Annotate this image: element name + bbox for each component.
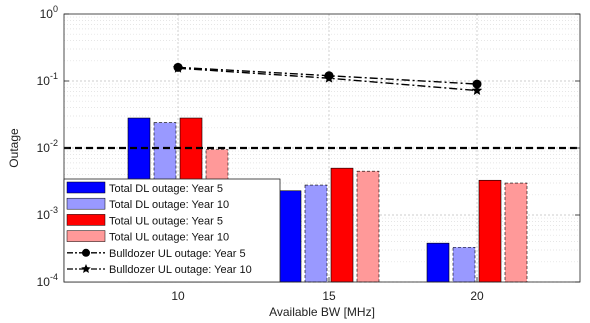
legend-swatch-3 — [66, 214, 106, 226]
bulldozer-lines — [172, 62, 483, 96]
bar-1-20 — [426, 242, 450, 283]
bar-4-20 — [504, 182, 528, 283]
bar-2-15 — [304, 184, 328, 283]
bar-2-20 — [452, 246, 476, 283]
y-tick-label: 100 — [40, 4, 58, 21]
y-tick-label: 10-2 — [37, 138, 58, 155]
y-axis-label: Outage — [7, 128, 21, 168]
legend-swatch-4 — [66, 230, 106, 242]
legend-label-6: Bulldozer UL outage: Year 10 — [109, 264, 252, 276]
legend-swatch-2 — [66, 197, 106, 210]
bar-1-15 — [278, 190, 302, 283]
axis-ticks: 10-4 10-3 10-2 10-1 100 10 15 20 — [37, 4, 580, 303]
x-axis-label: Available BW [MHz] — [269, 305, 375, 319]
x-tick-label: 15 — [322, 289, 336, 303]
bar-4-15 — [356, 170, 380, 283]
legend-marker-circle — [82, 248, 90, 257]
marker-star-10 — [172, 62, 184, 73]
marker-star-15 — [323, 72, 335, 83]
marker-circle-20 — [472, 79, 482, 89]
x-tick-label: 20 — [470, 289, 484, 303]
legend-label-4: Total UL outage: Year 10 — [109, 232, 229, 244]
y-tick-label: 10-3 — [37, 205, 58, 222]
y-tick-label: 10-4 — [37, 272, 58, 289]
x-tick-label: 10 — [171, 289, 185, 303]
legend: Total DL outage: Year 5 Total DL outage: … — [63, 178, 281, 283]
bar-3-15 — [330, 167, 354, 283]
y-tick-label: 10-1 — [37, 71, 58, 88]
legend-label-3: Total UL outage: Year 5 — [109, 215, 223, 227]
legend-label-1: Total DL outage: Year 5 — [109, 183, 223, 195]
legend-marker-star — [81, 264, 91, 274]
bar-3-20 — [478, 179, 502, 283]
legend-swatch-1 — [66, 181, 106, 194]
legend-label-5: Bulldozer UL outage: Year 5 — [109, 248, 246, 260]
marker-star-20 — [471, 85, 483, 96]
legend-label-2: Total DL outage: Year 10 — [109, 199, 229, 211]
